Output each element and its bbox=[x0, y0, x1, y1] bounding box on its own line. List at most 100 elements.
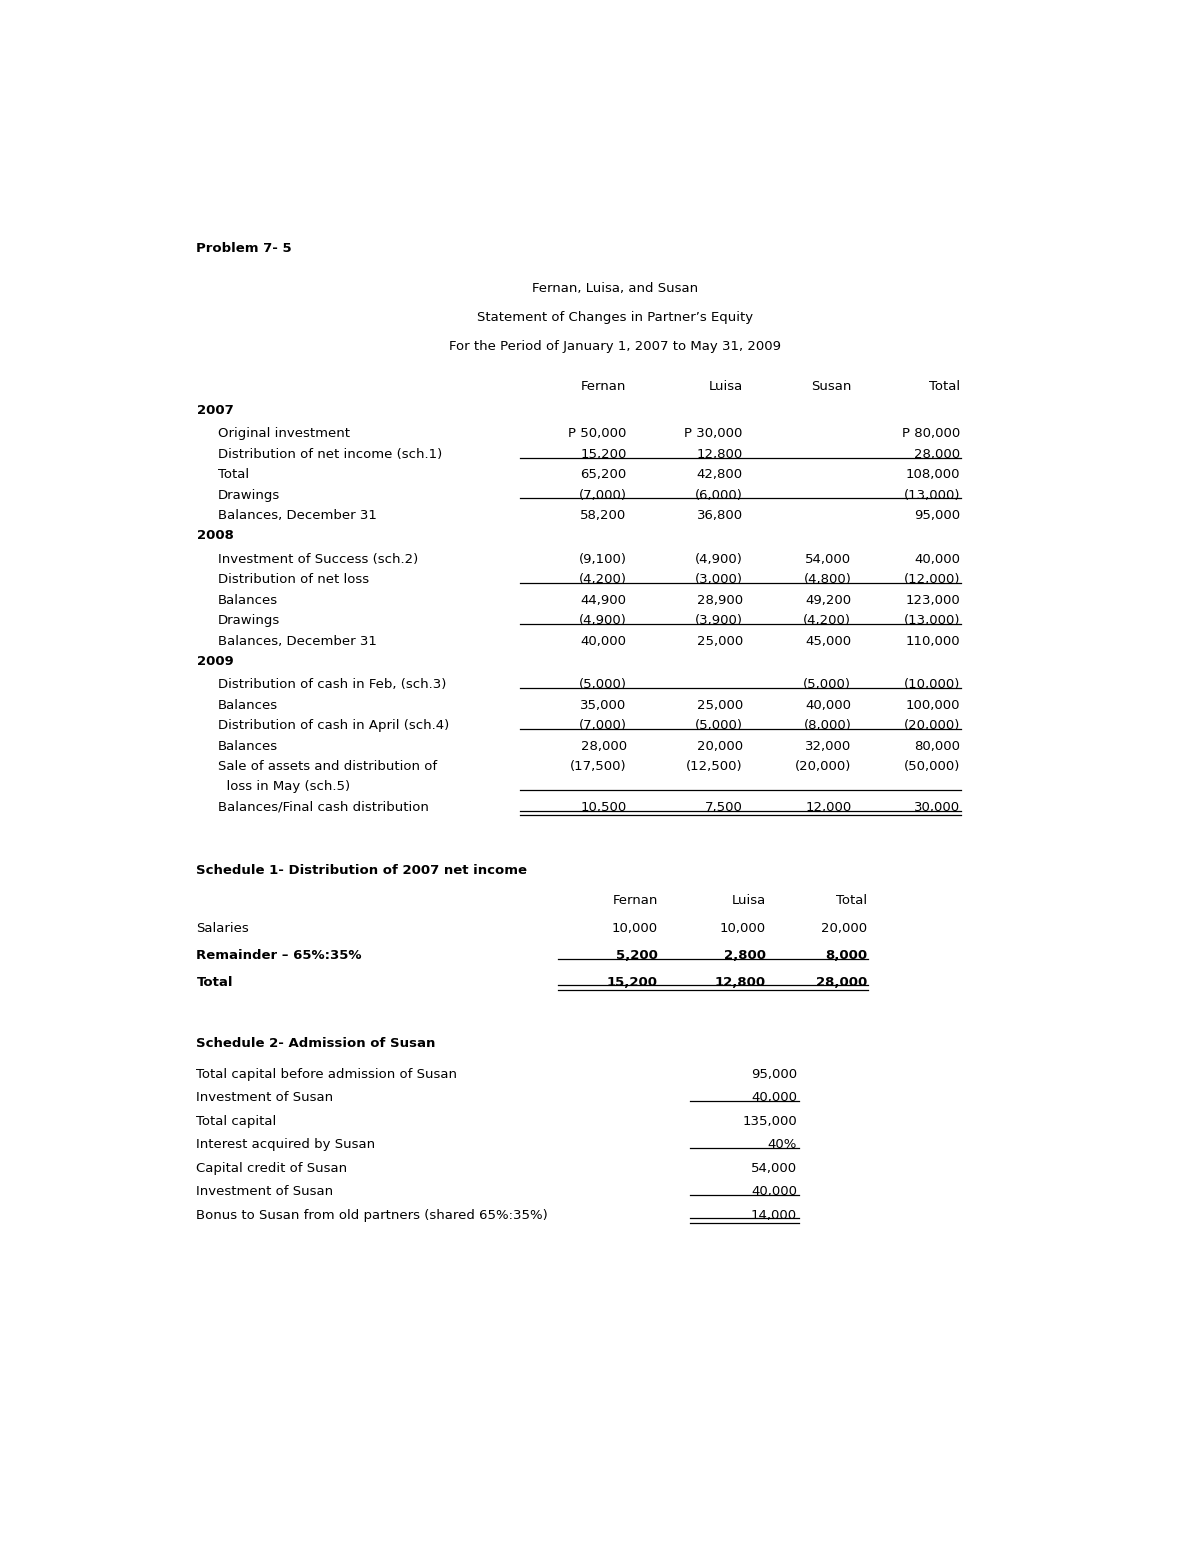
Text: P 50,000: P 50,000 bbox=[569, 427, 626, 441]
Text: 20,000: 20,000 bbox=[821, 922, 866, 935]
Text: 10,000: 10,000 bbox=[720, 922, 766, 935]
Text: (13,000): (13,000) bbox=[904, 613, 960, 627]
Text: 40,000: 40,000 bbox=[751, 1185, 797, 1197]
Text: (20,000): (20,000) bbox=[904, 719, 960, 731]
Text: Balances, December 31: Balances, December 31 bbox=[218, 635, 377, 648]
Text: Total: Total bbox=[197, 975, 233, 989]
Text: 108,000: 108,000 bbox=[905, 467, 960, 481]
Text: Total: Total bbox=[218, 467, 250, 481]
Text: Problem 7- 5: Problem 7- 5 bbox=[197, 242, 292, 255]
Text: 95,000: 95,000 bbox=[751, 1067, 797, 1081]
Text: (5,000): (5,000) bbox=[578, 679, 626, 691]
Text: (7,000): (7,000) bbox=[578, 719, 626, 731]
Text: 58,200: 58,200 bbox=[581, 509, 626, 522]
Text: (4,900): (4,900) bbox=[695, 553, 743, 565]
Text: 100,000: 100,000 bbox=[905, 699, 960, 711]
Text: For the Period of January 1, 2007 to May 31, 2009: For the Period of January 1, 2007 to May… bbox=[449, 340, 781, 354]
Text: Fernan: Fernan bbox=[612, 895, 658, 907]
Text: (3,000): (3,000) bbox=[695, 573, 743, 587]
Text: Total capital: Total capital bbox=[197, 1115, 277, 1127]
Text: 25,000: 25,000 bbox=[697, 699, 743, 711]
Text: Drawings: Drawings bbox=[218, 613, 281, 627]
Text: 28,000: 28,000 bbox=[816, 975, 866, 989]
Text: Susan: Susan bbox=[811, 380, 851, 393]
Text: 32,000: 32,000 bbox=[805, 739, 851, 753]
Text: 2008: 2008 bbox=[197, 530, 233, 542]
Text: 44,900: 44,900 bbox=[581, 593, 626, 607]
Text: Sale of assets and distribution of: Sale of assets and distribution of bbox=[218, 759, 437, 773]
Text: 20,000: 20,000 bbox=[697, 739, 743, 753]
Text: 10,500: 10,500 bbox=[581, 801, 626, 814]
Text: 135,000: 135,000 bbox=[743, 1115, 797, 1127]
Text: 14,000: 14,000 bbox=[751, 1208, 797, 1222]
Text: Distribution of cash in Feb, (sch.3): Distribution of cash in Feb, (sch.3) bbox=[218, 679, 446, 691]
Text: (5,000): (5,000) bbox=[803, 679, 851, 691]
Text: 54,000: 54,000 bbox=[751, 1162, 797, 1174]
Text: (4,200): (4,200) bbox=[578, 573, 626, 587]
Text: 12,000: 12,000 bbox=[805, 801, 851, 814]
Text: (4,200): (4,200) bbox=[803, 613, 851, 627]
Text: Interest acquired by Susan: Interest acquired by Susan bbox=[197, 1138, 376, 1151]
Text: P 80,000: P 80,000 bbox=[901, 427, 960, 441]
Text: (8,000): (8,000) bbox=[804, 719, 851, 731]
Text: (17,500): (17,500) bbox=[570, 759, 626, 773]
Text: 45,000: 45,000 bbox=[805, 635, 851, 648]
Text: 28,000: 28,000 bbox=[581, 739, 626, 753]
Text: (20,000): (20,000) bbox=[796, 759, 851, 773]
Text: Remainder – 65%:35%: Remainder – 65%:35% bbox=[197, 949, 362, 961]
Text: Distribution of cash in April (sch.4): Distribution of cash in April (sch.4) bbox=[218, 719, 450, 731]
Text: (12,500): (12,500) bbox=[686, 759, 743, 773]
Text: 123,000: 123,000 bbox=[905, 593, 960, 607]
Text: (9,100): (9,100) bbox=[578, 553, 626, 565]
Text: Total capital before admission of Susan: Total capital before admission of Susan bbox=[197, 1067, 457, 1081]
Text: 110,000: 110,000 bbox=[905, 635, 960, 648]
Text: Balances: Balances bbox=[218, 739, 278, 753]
Text: loss in May (sch.5): loss in May (sch.5) bbox=[218, 781, 350, 794]
Text: Balances: Balances bbox=[218, 593, 278, 607]
Text: (6,000): (6,000) bbox=[695, 489, 743, 502]
Text: (3,900): (3,900) bbox=[695, 613, 743, 627]
Text: (4,800): (4,800) bbox=[804, 573, 851, 587]
Text: Fernan, Luisa, and Susan: Fernan, Luisa, and Susan bbox=[532, 281, 698, 295]
Text: 49,200: 49,200 bbox=[805, 593, 851, 607]
Text: (13,000): (13,000) bbox=[904, 489, 960, 502]
Text: 40,000: 40,000 bbox=[914, 553, 960, 565]
Text: (5,000): (5,000) bbox=[695, 719, 743, 731]
Text: 30,000: 30,000 bbox=[913, 801, 960, 814]
Text: Total: Total bbox=[929, 380, 960, 393]
Text: 28,000: 28,000 bbox=[913, 447, 960, 461]
Text: 2,800: 2,800 bbox=[724, 949, 766, 961]
Text: (7,000): (7,000) bbox=[578, 489, 626, 502]
Text: 10,000: 10,000 bbox=[612, 922, 658, 935]
Text: 2009: 2009 bbox=[197, 655, 233, 668]
Text: (4,900): (4,900) bbox=[578, 613, 626, 627]
Text: P 30,000: P 30,000 bbox=[684, 427, 743, 441]
Text: 28,900: 28,900 bbox=[697, 593, 743, 607]
Text: 80,000: 80,000 bbox=[914, 739, 960, 753]
Text: Investment of Susan: Investment of Susan bbox=[197, 1092, 334, 1104]
Text: 8,000: 8,000 bbox=[824, 949, 866, 961]
Text: 35,000: 35,000 bbox=[581, 699, 626, 711]
Text: 7,500: 7,500 bbox=[706, 801, 743, 814]
Text: Luisa: Luisa bbox=[709, 380, 743, 393]
Text: 40,000: 40,000 bbox=[805, 699, 851, 711]
Text: Schedule 2- Admission of Susan: Schedule 2- Admission of Susan bbox=[197, 1037, 436, 1050]
Text: Capital credit of Susan: Capital credit of Susan bbox=[197, 1162, 348, 1174]
Text: (10,000): (10,000) bbox=[904, 679, 960, 691]
Text: 65,200: 65,200 bbox=[581, 467, 626, 481]
Text: 54,000: 54,000 bbox=[805, 553, 851, 565]
Text: 25,000: 25,000 bbox=[697, 635, 743, 648]
Text: 40,000: 40,000 bbox=[581, 635, 626, 648]
Text: 15,200: 15,200 bbox=[607, 975, 658, 989]
Text: 15,200: 15,200 bbox=[581, 447, 626, 461]
Text: 40%: 40% bbox=[768, 1138, 797, 1151]
Text: Investment of Susan: Investment of Susan bbox=[197, 1185, 334, 1197]
Text: 12,800: 12,800 bbox=[715, 975, 766, 989]
Text: (12,000): (12,000) bbox=[904, 573, 960, 587]
Text: Salaries: Salaries bbox=[197, 922, 250, 935]
Text: Investment of Success (sch.2): Investment of Success (sch.2) bbox=[218, 553, 419, 565]
Text: 42,800: 42,800 bbox=[697, 467, 743, 481]
Text: 40,000: 40,000 bbox=[751, 1092, 797, 1104]
Text: Total: Total bbox=[835, 895, 866, 907]
Text: 95,000: 95,000 bbox=[913, 509, 960, 522]
